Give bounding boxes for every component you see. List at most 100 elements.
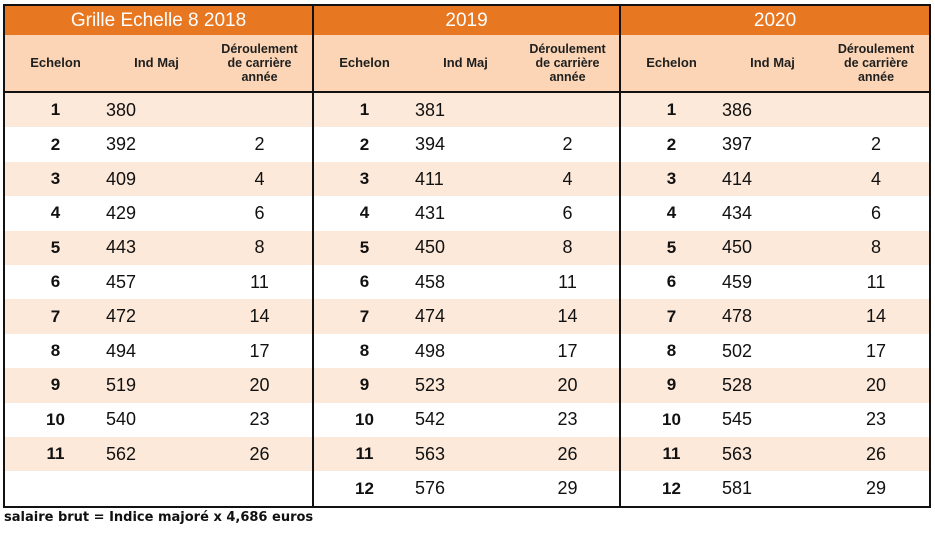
divider <box>312 92 315 128</box>
ind-maj-cell-2020: 414 <box>722 161 824 197</box>
deroulement-cell-2019: 14 <box>516 299 620 334</box>
deroulement-cell-2018: 6 <box>207 196 313 231</box>
divider <box>312 265 315 300</box>
echelon-cell-2020: 11 <box>621 437 723 472</box>
echelon-cell-2020: 4 <box>621 196 723 231</box>
ind-maj-cell-2018: 562 <box>106 437 207 472</box>
ind-maj-cell-2020: 545 <box>722 402 824 438</box>
table-row: 2 392 2 2 394 2 2 397 2 <box>5 127 930 162</box>
deroulement-cell-2019 <box>516 92 620 128</box>
echelon-cell-2018: 3 <box>5 161 106 197</box>
deroulement-cell-2020: 11 <box>823 265 930 300</box>
ind-maj-cell-2020: 459 <box>722 265 824 300</box>
deroulement-cell-2019: 8 <box>516 230 620 266</box>
ind-maj-cell-2019: 381 <box>415 92 517 128</box>
divider <box>619 92 622 128</box>
deroulement-cell-2019: 26 <box>516 437 620 472</box>
echelon-cell-2019: 6 <box>314 265 416 300</box>
header-deroulement-line3: année <box>241 70 278 84</box>
ind-maj-cell-2019: 523 <box>415 368 517 403</box>
header-deroulement-line1: Déroulement <box>529 42 606 56</box>
header-deroulement-line1: Déroulement <box>837 42 915 56</box>
divider <box>312 368 315 403</box>
grid-body: 1 380 1 381 1 386 2 392 2 2 394 2 2 397 2 3 409 4 3 411 4 3 41… <box>5 92 930 506</box>
header-deroulement-line3: année <box>857 70 895 84</box>
divider <box>619 402 622 438</box>
echelon-cell-2020: 10 <box>621 402 723 438</box>
header-deroulement-line3: année <box>549 70 586 84</box>
header-deroulement-line1: Déroulement <box>221 42 298 56</box>
header-echelon: Echelon <box>621 35 723 93</box>
ind-maj-cell-2020: 386 <box>722 92 824 128</box>
divider <box>619 35 622 92</box>
echelon-cell-2019: 7 <box>314 299 416 334</box>
divider <box>312 196 315 231</box>
section-title-2020: 2020 <box>621 6 930 35</box>
divider <box>312 127 315 162</box>
deroulement-cell-2020: 14 <box>823 299 930 334</box>
deroulement-cell-2019: 11 <box>516 265 620 300</box>
section-title-2019: 2019 <box>314 6 620 35</box>
deroulement-cell-2019: 29 <box>516 471 620 506</box>
divider <box>619 6 622 35</box>
divider <box>619 471 622 506</box>
deroulement-cell-2019: 23 <box>516 402 620 438</box>
ind-maj-cell-2019: 498 <box>415 333 517 369</box>
ind-maj-cell-2020: 434 <box>722 196 824 231</box>
ind-maj-cell-2019: 394 <box>415 127 517 162</box>
divider <box>619 196 622 231</box>
echelon-cell-2019: 12 <box>314 471 416 506</box>
divider <box>312 161 315 197</box>
echelon-cell-2019: 8 <box>314 333 416 369</box>
echelon-cell-2020: 6 <box>621 265 723 300</box>
divider <box>619 437 622 472</box>
deroulement-cell-2020: 4 <box>823 161 930 197</box>
table-row: 10 540 23 10 542 23 10 545 23 <box>5 402 930 438</box>
ind-maj-cell-2018: 380 <box>106 92 207 128</box>
ind-maj-cell-2018: 494 <box>106 333 207 369</box>
divider <box>619 127 622 162</box>
deroulement-cell-2018: 23 <box>207 402 313 438</box>
ind-maj-cell-2020: 528 <box>722 368 824 403</box>
ind-maj-cell-2018: 472 <box>106 299 207 334</box>
deroulement-cell-2018: 2 <box>207 127 313 162</box>
divider <box>312 6 315 35</box>
table-row: 9 519 20 9 523 20 9 528 20 <box>5 368 930 403</box>
echelon-cell-2019: 1 <box>314 92 416 128</box>
header-deroulement-line2: de carrière <box>227 56 292 70</box>
echelon-cell-2020: 12 <box>621 471 723 506</box>
echelon-cell-2019: 3 <box>314 161 416 197</box>
header-ind-maj: Ind Maj <box>106 35 207 93</box>
ind-maj-cell-2019: 431 <box>415 196 517 231</box>
deroulement-cell-2019: 20 <box>516 368 620 403</box>
table-row: 11 562 26 11 563 26 11 563 26 <box>5 437 930 472</box>
ind-maj-cell-2019: 411 <box>415 161 517 197</box>
divider <box>619 368 622 403</box>
header-deroulement: Déroulement de carrière année <box>207 35 313 93</box>
echelon-cell-2019: 5 <box>314 230 416 266</box>
divider <box>312 402 315 438</box>
ind-maj-cell-2019: 542 <box>415 402 517 438</box>
deroulement-cell-2020: 20 <box>823 368 930 403</box>
deroulement-cell-2018 <box>207 92 313 128</box>
deroulement-cell-2020 <box>823 92 930 128</box>
divider <box>619 265 622 300</box>
echelon-cell-2020: 1 <box>621 92 723 128</box>
deroulement-cell-2020: 29 <box>823 471 930 506</box>
table-row: 7 472 14 7 474 14 7 478 14 <box>5 299 930 334</box>
ind-maj-cell-2018: 457 <box>106 265 207 300</box>
echelon-cell-2020: 2 <box>621 127 723 162</box>
ind-maj-cell-2020: 478 <box>722 299 824 334</box>
header-deroulement: Déroulement de carrière année <box>823 35 930 93</box>
divider <box>312 299 315 334</box>
ind-maj-cell-2018: 392 <box>106 127 207 162</box>
echelon-cell-2020: 3 <box>621 161 723 197</box>
ind-maj-cell-2019: 474 <box>415 299 517 334</box>
ind-maj-cell-2020: 450 <box>722 230 824 266</box>
echelon-cell-2018: 7 <box>5 299 106 334</box>
ind-maj-cell-2019: 458 <box>415 265 517 300</box>
deroulement-cell-2020: 17 <box>823 333 930 369</box>
header-deroulement-line2: de carrière <box>844 56 908 70</box>
echelon-cell-2018: 5 <box>5 230 106 266</box>
echelon-cell-2018: 8 <box>5 333 106 369</box>
